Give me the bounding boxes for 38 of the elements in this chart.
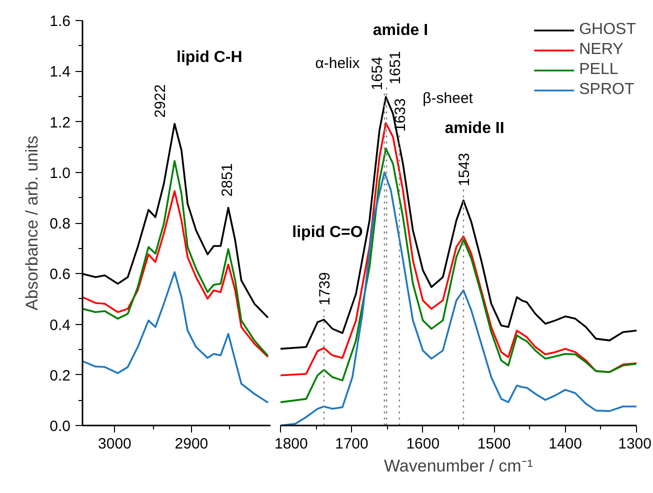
line-series	[82, 271, 268, 404]
annotation: 2922	[152, 84, 170, 118]
x-tick-label: 2900	[174, 436, 208, 452]
line-series	[82, 160, 268, 356]
annotation: 2851	[219, 163, 236, 197]
legend-label: SPROT	[579, 81, 634, 99]
legend-label: PELL	[579, 61, 618, 79]
ref-line-label: 1654	[368, 56, 386, 90]
annotation: lipid C-H	[176, 48, 242, 66]
y-tick-label: 0.8	[50, 216, 71, 232]
annotation: lipid C=O	[292, 224, 363, 241]
x-tick-label: 1700	[335, 436, 368, 452]
x-tick-label: 3000	[98, 436, 132, 452]
x-axis-title: Wavenumber / cm⁻¹	[384, 456, 534, 476]
annotation: amide II	[444, 120, 504, 138]
x-tick-label: 1400	[548, 436, 582, 452]
legend-label: NERY	[579, 41, 624, 59]
ref-line-label: 1543	[456, 152, 473, 186]
y-tick-label: 1.2	[50, 114, 71, 132]
y-tick-label: 1.4	[50, 64, 71, 81]
x-tick-label: 1600	[406, 436, 440, 452]
x-tick-label: 1800	[274, 436, 308, 452]
annotation: amide I	[372, 22, 428, 40]
ref-line-label: 1739	[316, 272, 334, 306]
annotation: α-helix	[315, 54, 360, 72]
ref-line-label: 1651	[387, 51, 404, 84]
y-tick-label: 0.6	[50, 266, 71, 284]
x-tick-label: 1300	[618, 436, 652, 452]
x-tick-label: 1500	[477, 436, 511, 452]
y-tick-label: 1.0	[50, 164, 71, 182]
y-tick-label: 0.2	[50, 367, 71, 384]
y-axis-title: Absorbance / arb. units	[22, 136, 42, 310]
legend-label: GHOST	[579, 21, 636, 39]
ref-line-label: 1633	[392, 98, 409, 132]
y-tick-label: 0.0	[50, 418, 71, 435]
annotation: β-sheet	[422, 90, 474, 108]
y-tick-label: 1.6	[50, 13, 71, 30]
y-tick-label: 0.4	[50, 316, 71, 334]
